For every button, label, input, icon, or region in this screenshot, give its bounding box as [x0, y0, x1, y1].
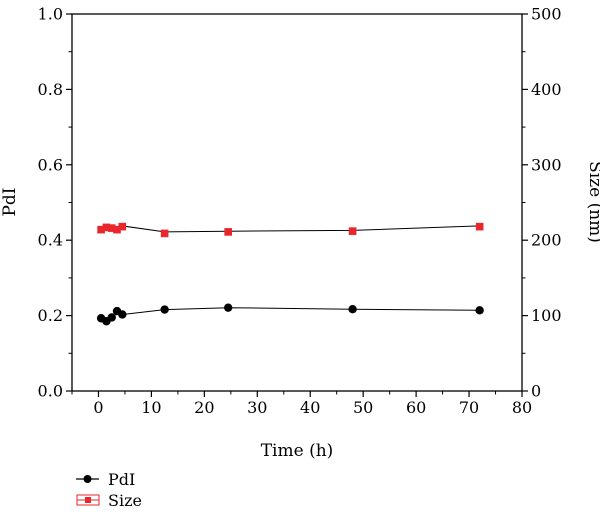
data-point-size	[475, 222, 484, 231]
data-point-size	[102, 223, 111, 232]
data-point-size	[224, 228, 232, 236]
data-point-pdi	[160, 305, 169, 314]
y-left-tick-label: 0.8	[38, 80, 63, 99]
data-point-size	[97, 225, 105, 234]
x-tick-label: 60	[406, 398, 426, 417]
y-right-tick-label: 500	[531, 5, 562, 24]
data-point-size	[113, 225, 121, 234]
y-right-tick-label: 300	[531, 155, 562, 174]
y-left-tick-label: 0.0	[38, 382, 63, 401]
legend-item-size: Size	[76, 491, 142, 510]
data-point-pdi	[107, 313, 116, 322]
legend-size-label: Size	[108, 491, 142, 510]
x-tick-label: 40	[300, 398, 320, 417]
x-tick-label: 70	[459, 398, 479, 417]
x-tick-label: 80	[512, 398, 532, 417]
x-tick-label: 20	[194, 398, 214, 417]
y-right-tick-label: 100	[531, 306, 562, 325]
y-axis-right-title: Size (nm)	[585, 161, 600, 243]
tick-labels: 0 10 20 30 40 50 60 70 80 0.0 0.2 0.4 0.6 0.8 1.0 0 100 2…	[38, 5, 562, 418]
legend-pdi-label: PdI	[108, 470, 135, 489]
series-lines	[100, 225, 480, 322]
legend: PdI Size	[76, 470, 142, 510]
x-axis-title: Time (h)	[261, 441, 334, 461]
legend-size-marker	[85, 497, 91, 503]
y-right-tick-label: 0	[531, 382, 541, 401]
plot-frame	[71, 13, 523, 392]
x-tick-label: 10	[141, 398, 161, 417]
data-point-pdi	[348, 304, 357, 314]
data-point-pdi	[223, 303, 233, 312]
axis-ticks	[66, 13, 528, 397]
x-tick-label: 50	[353, 398, 373, 417]
data-point-pdi	[118, 310, 127, 319]
data-point-size	[348, 227, 357, 235]
y-right-tick-label: 200	[531, 231, 562, 250]
x-tick-label: 30	[247, 398, 267, 417]
legend-pdi-marker	[83, 475, 92, 483]
data-point-pdi	[475, 306, 484, 315]
y-left-tick-label: 1.0	[38, 5, 63, 24]
data-points	[96, 222, 484, 326]
y-left-tick-label: 0.2	[38, 306, 63, 325]
y-right-tick-label: 400	[531, 80, 562, 99]
y-left-tick-label: 0.6	[38, 155, 63, 174]
series-line-size	[100, 225, 480, 233]
data-point-size	[107, 224, 116, 232]
legend-item-pdi: PdI	[76, 470, 135, 489]
data-point-size	[160, 229, 169, 238]
y-axis-left-title: PdI	[0, 187, 20, 216]
y-left-tick-label: 0.4	[38, 231, 63, 250]
x-tick-label: 0	[93, 398, 103, 417]
plot-border	[71, 13, 523, 392]
data-point-size	[118, 222, 127, 231]
series-line-pdi	[100, 307, 480, 322]
